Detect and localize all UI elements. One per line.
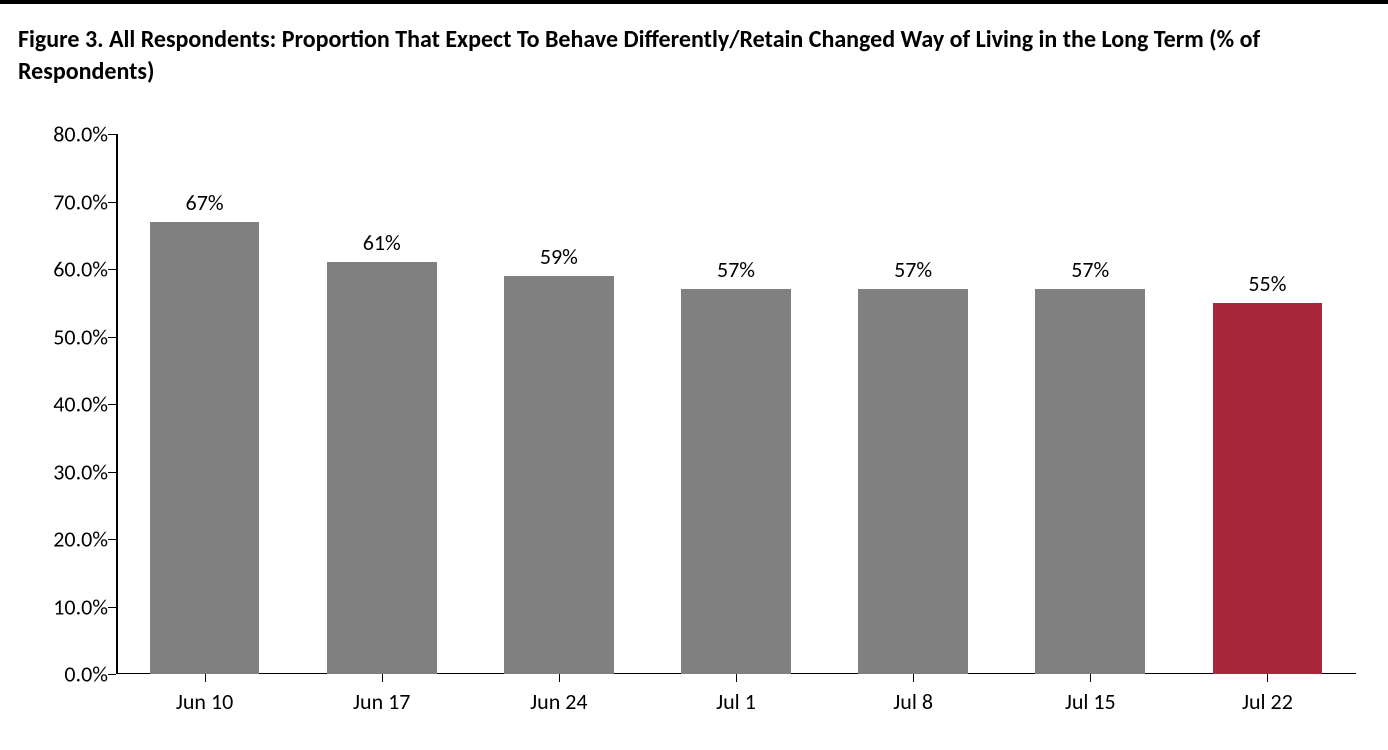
y-tick <box>108 674 116 675</box>
bar: 57% <box>858 289 968 674</box>
x-tick <box>1267 674 1268 682</box>
x-tick <box>736 674 737 682</box>
bar: 67% <box>150 222 260 674</box>
y-axis-tick-label: 50.0% <box>53 323 108 350</box>
x-axis-category-label: Jul 22 <box>1242 688 1293 715</box>
bar-slot: 57%Jul 15 <box>1002 134 1179 674</box>
x-axis-category-label: Jun 24 <box>530 688 587 715</box>
bar-slot: 67%Jun 10 <box>116 134 293 674</box>
x-tick <box>382 674 383 682</box>
bar-value-label: 57% <box>1071 256 1109 283</box>
bar: 61% <box>327 262 437 674</box>
y-tick <box>108 269 116 270</box>
bar-slot: 57%Jul 1 <box>647 134 824 674</box>
x-axis-category-label: Jul 1 <box>716 688 756 715</box>
bar-value-label: 59% <box>540 243 578 270</box>
chart-plot-area: 67%Jun 1061%Jun 1759%Jun 2457%Jul 157%Ju… <box>116 134 1356 674</box>
y-tick <box>108 404 116 405</box>
y-axis-tick-label: 0.0% <box>64 661 108 688</box>
y-tick <box>108 202 116 203</box>
bar-slot: 61%Jun 17 <box>293 134 470 674</box>
x-tick <box>1090 674 1091 682</box>
figure-container: Figure 3. All Respondents: Proportion Th… <box>0 0 1388 750</box>
x-axis-category-label: Jul 8 <box>893 688 933 715</box>
bar-value-label: 61% <box>363 229 401 256</box>
y-tick <box>108 134 116 135</box>
y-axis-tick-label: 70.0% <box>53 188 108 215</box>
x-tick <box>913 674 914 682</box>
bar-value-label: 57% <box>894 256 932 283</box>
y-tick <box>108 472 116 473</box>
x-axis-category-label: Jun 10 <box>176 688 233 715</box>
bar: 59% <box>504 276 614 674</box>
x-tick <box>559 674 560 682</box>
bar: 57% <box>681 289 791 674</box>
y-axis-tick-label: 80.0% <box>53 121 108 148</box>
x-axis-category-label: Jul 15 <box>1065 688 1116 715</box>
bar-value-label: 67% <box>186 189 224 216</box>
bar: 55% <box>1213 303 1323 674</box>
bar-value-label: 55% <box>1248 270 1286 297</box>
bar-slot: 59%Jun 24 <box>470 134 647 674</box>
figure-title: Figure 3. All Respondents: Proportion Th… <box>18 24 1370 89</box>
bar: 57% <box>1035 289 1145 674</box>
y-tick <box>108 337 116 338</box>
bar-slot: 55%Jul 22 <box>1179 134 1356 674</box>
bar-slot: 57%Jul 8 <box>825 134 1002 674</box>
bars-container: 67%Jun 1061%Jun 1759%Jun 2457%Jul 157%Ju… <box>116 134 1356 674</box>
y-tick <box>108 539 116 540</box>
y-axis-tick-label: 10.0% <box>53 593 108 620</box>
bar-value-label: 57% <box>717 256 755 283</box>
y-axis-tick-label: 20.0% <box>53 526 108 553</box>
y-axis-tick-label: 40.0% <box>53 391 108 418</box>
y-axis-tick-label: 60.0% <box>53 256 108 283</box>
y-axis-tick-label: 30.0% <box>53 458 108 485</box>
x-tick <box>205 674 206 682</box>
y-tick <box>108 607 116 608</box>
x-axis-category-label: Jun 17 <box>353 688 410 715</box>
